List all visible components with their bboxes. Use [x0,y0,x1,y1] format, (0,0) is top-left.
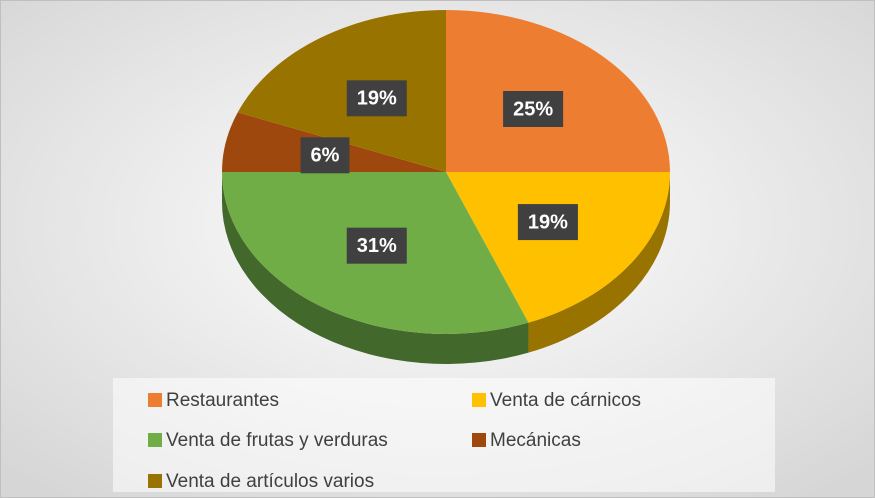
legend-swatch [472,433,486,447]
data-label-box [503,90,564,127]
data-label: 31% [357,235,397,257]
slice [237,10,446,172]
legend-label: Venta de frutas y verduras [166,430,388,451]
legend-label: Venta de cárnicos [490,390,641,411]
data-label: 19% [357,88,397,110]
data-label-box [517,204,578,241]
slice [446,172,670,323]
slice-side [528,172,670,353]
legend-swatch [148,474,162,488]
legend-label: Restaurantes [166,390,279,411]
data-label-box [346,227,407,264]
legend-label: Mecánicas [490,430,581,451]
legend-box [113,378,775,492]
data-label: 25% [513,98,553,120]
legend-label: Venta de artículos varios [166,471,374,492]
legend-swatch [472,393,486,407]
data-label: 19% [528,211,568,233]
data-label-box [346,80,407,117]
data-label: 6% [311,145,340,167]
legend-swatch [148,393,162,407]
legend-swatch [148,433,162,447]
data-label-box [300,137,350,174]
slice-side [222,172,529,364]
